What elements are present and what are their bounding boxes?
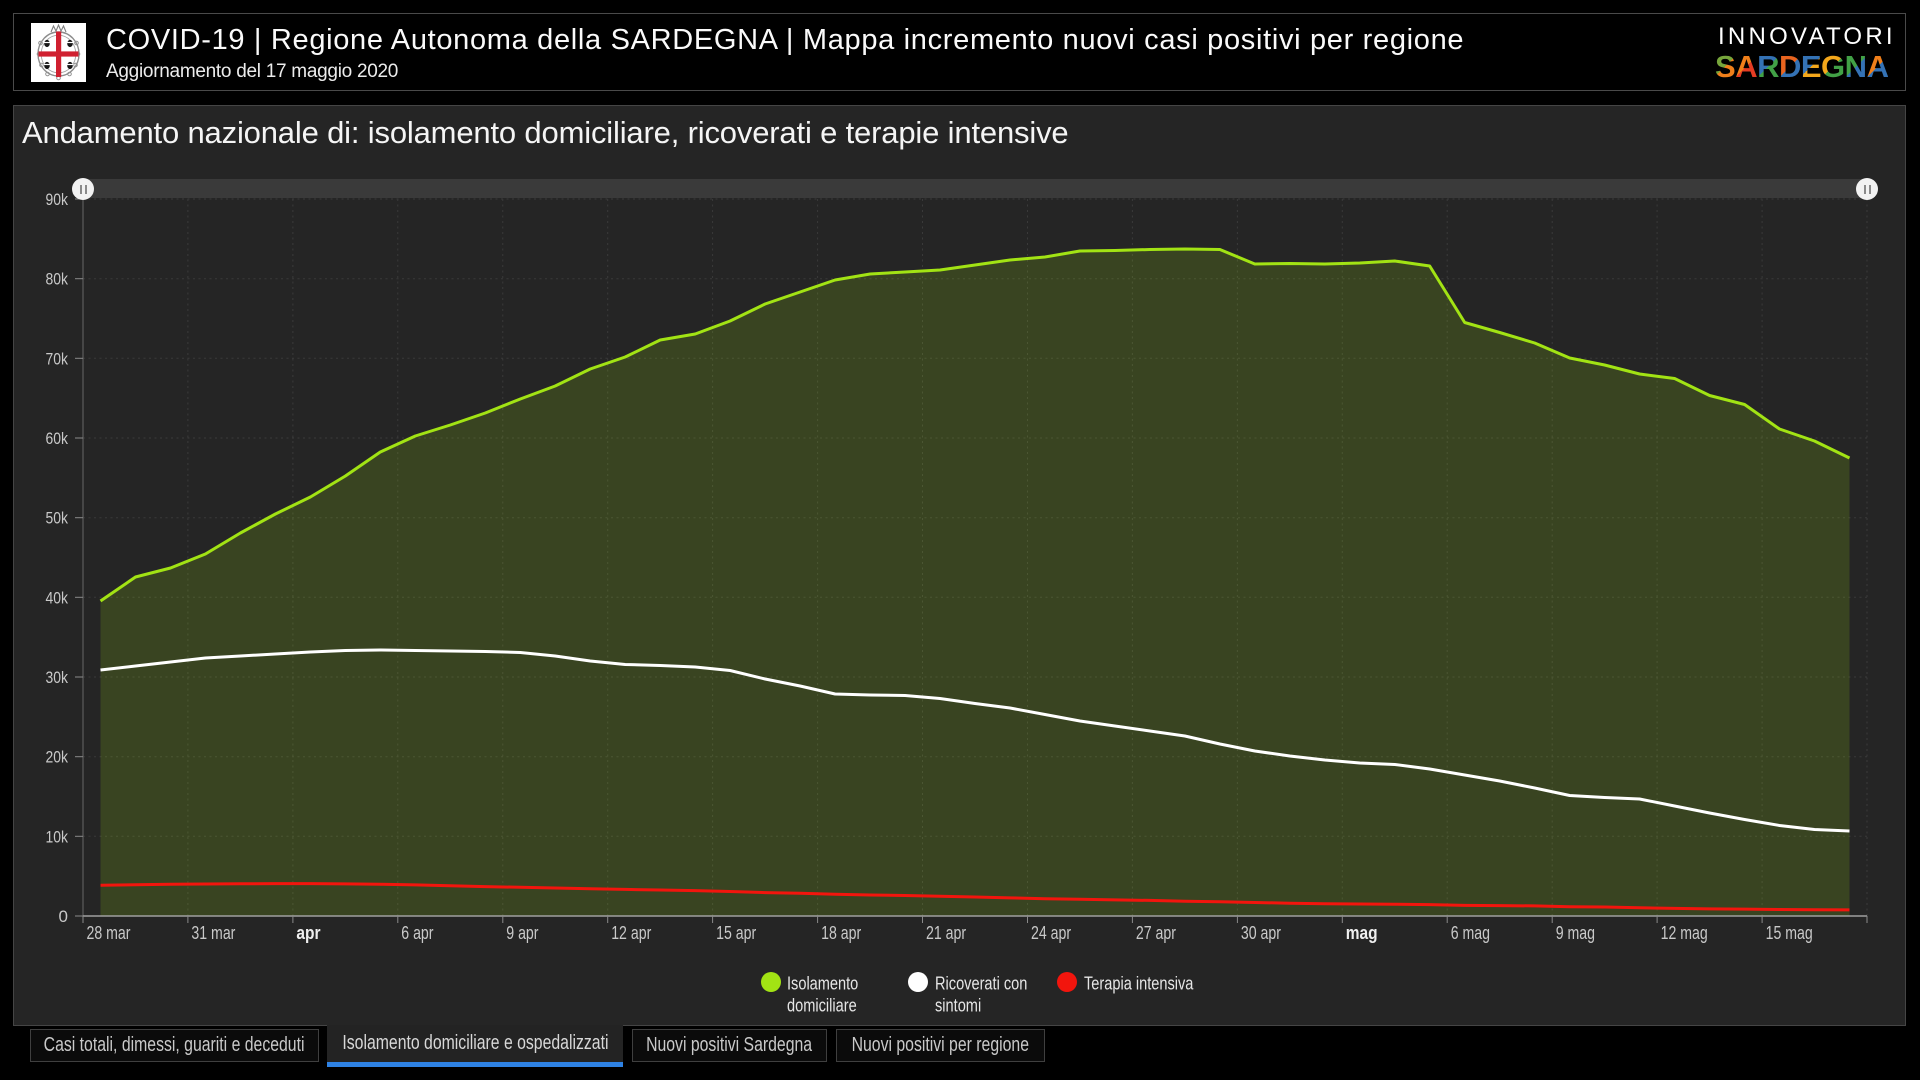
svg-text:21 apr: 21 apr: [926, 923, 966, 943]
svg-text:domiciliare: domiciliare: [787, 995, 857, 1015]
svg-text:27 apr: 27 apr: [1136, 923, 1176, 943]
svg-text:28 mar: 28 mar: [87, 923, 131, 943]
svg-text:40k: 40k: [46, 588, 69, 607]
svg-text:31 mar: 31 mar: [191, 923, 235, 943]
svg-text:9 mag: 9 mag: [1556, 923, 1595, 943]
svg-text:24 apr: 24 apr: [1031, 923, 1071, 943]
svg-text:50k: 50k: [46, 509, 69, 528]
svg-text:sintomi: sintomi: [935, 995, 981, 1015]
svg-text:15 mag: 15 mag: [1766, 923, 1813, 943]
svg-text:0: 0: [59, 907, 68, 926]
svg-text:Terapia intensiva: Terapia intensiva: [1084, 974, 1194, 994]
svg-text:70k: 70k: [46, 349, 69, 368]
svg-text:6 mag: 6 mag: [1451, 923, 1490, 943]
svg-text:15 apr: 15 apr: [716, 923, 756, 943]
svg-text:Ricoverati con: Ricoverati con: [935, 974, 1027, 994]
svg-text:12 mag: 12 mag: [1661, 923, 1708, 943]
svg-text:90k: 90k: [46, 190, 69, 209]
svg-text:12 apr: 12 apr: [611, 923, 651, 943]
svg-text:30k: 30k: [46, 668, 69, 687]
svg-text:6 apr: 6 apr: [401, 923, 433, 943]
svg-text:80k: 80k: [46, 270, 69, 289]
svg-text:apr: apr: [296, 923, 320, 943]
svg-text:Isolamento: Isolamento: [787, 974, 858, 994]
svg-text:60k: 60k: [46, 429, 69, 448]
svg-text:20k: 20k: [46, 748, 69, 767]
svg-text:9 apr: 9 apr: [506, 923, 538, 943]
svg-text:mag: mag: [1346, 923, 1378, 943]
svg-text:10k: 10k: [46, 827, 69, 846]
svg-text:30 apr: 30 apr: [1241, 923, 1281, 943]
svg-text:18 apr: 18 apr: [821, 923, 861, 943]
